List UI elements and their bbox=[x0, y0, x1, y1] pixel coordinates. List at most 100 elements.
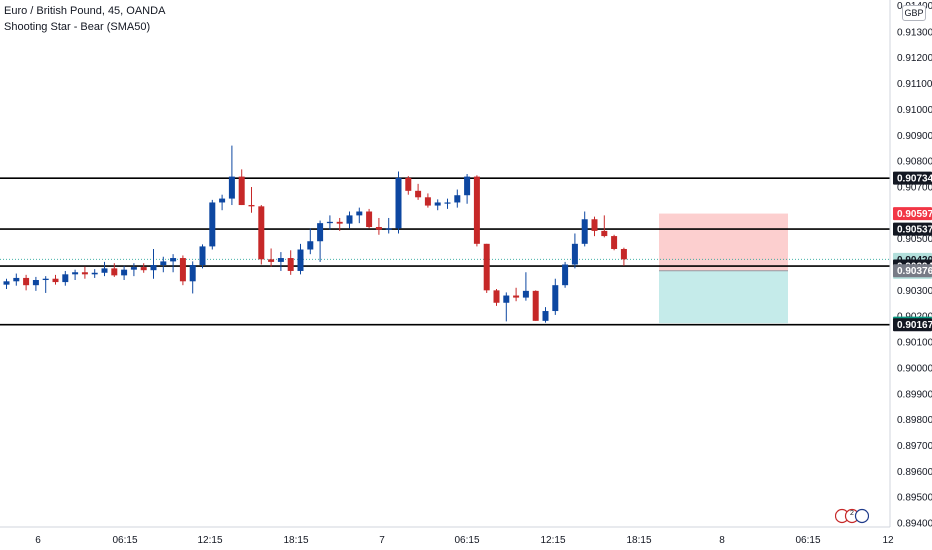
price-tick-label: 0.89600 bbox=[897, 467, 932, 478]
candle bbox=[473, 175, 480, 247]
indicator-label[interactable]: Shooting Star - Bear (SMA50) bbox=[4, 21, 151, 33]
time-tick-label: 18:15 bbox=[283, 535, 308, 546]
time-tick-label: 18:15 bbox=[626, 535, 651, 546]
candle-body bbox=[13, 277, 20, 282]
candle bbox=[415, 183, 422, 200]
candle-body bbox=[42, 278, 49, 281]
candle bbox=[52, 274, 59, 285]
price-tag-0-90376[interactable]: 0.90376 bbox=[893, 264, 932, 278]
candle-body bbox=[444, 202, 451, 204]
candle bbox=[444, 198, 451, 209]
time-tick-label: 12:15 bbox=[197, 535, 222, 546]
candle-body bbox=[464, 176, 471, 196]
time-tick-label: 8 bbox=[719, 535, 725, 546]
candle-body bbox=[121, 269, 128, 276]
price-tick-label: 0.90300 bbox=[897, 286, 932, 297]
horizontal-levels bbox=[0, 177, 890, 326]
candle-body bbox=[101, 268, 108, 273]
price-tick-label: 0.90100 bbox=[897, 338, 932, 349]
candle bbox=[454, 189, 461, 208]
price-tag-label: 0.90376 bbox=[897, 266, 932, 277]
candle bbox=[268, 248, 275, 267]
candle-body bbox=[219, 198, 226, 203]
price-tag-0-90537[interactable]: 0.90537 bbox=[893, 222, 932, 236]
candle bbox=[101, 261, 108, 277]
time-tick-label: 06:15 bbox=[795, 535, 820, 546]
candle bbox=[522, 272, 529, 301]
candle-body bbox=[356, 211, 363, 216]
candle-body bbox=[3, 281, 10, 285]
candle bbox=[179, 255, 186, 286]
candle-body bbox=[277, 258, 284, 262]
chart-title[interactable]: Euro / British Pound, 45, OANDA bbox=[4, 5, 166, 17]
candle-body bbox=[326, 221, 333, 224]
candle-body bbox=[91, 272, 98, 275]
candle bbox=[346, 211, 353, 229]
candle-body bbox=[248, 205, 255, 207]
candle bbox=[571, 233, 578, 269]
candle-body bbox=[415, 190, 422, 198]
take-profit-zone[interactable] bbox=[659, 270, 788, 324]
candle-body bbox=[503, 295, 510, 303]
candle-body bbox=[62, 274, 69, 283]
currency-badge[interactable]: GBP bbox=[902, 5, 926, 21]
candle bbox=[493, 289, 500, 306]
candle bbox=[424, 193, 431, 208]
candle bbox=[591, 216, 598, 237]
candle bbox=[503, 292, 510, 322]
candle bbox=[3, 278, 10, 290]
time-tick-label: 12 bbox=[882, 535, 894, 546]
candle bbox=[620, 247, 627, 266]
candle-body bbox=[268, 259, 275, 262]
tradingview-badge-icon[interactable]: 2 bbox=[835, 507, 869, 525]
price-tag-label: 0.90597 bbox=[897, 209, 932, 220]
candle-body bbox=[366, 211, 373, 228]
candle bbox=[297, 243, 304, 275]
candle bbox=[395, 171, 402, 234]
candle bbox=[72, 269, 79, 281]
badge-count: 2 bbox=[850, 510, 854, 517]
candle-body bbox=[424, 197, 431, 206]
candle-body bbox=[454, 195, 461, 203]
candle-body bbox=[601, 230, 608, 237]
candle-body bbox=[571, 243, 578, 265]
candle-body bbox=[140, 267, 147, 271]
price-tick-label: 0.90800 bbox=[897, 157, 932, 168]
candle bbox=[13, 273, 20, 286]
candle bbox=[199, 244, 206, 269]
candle bbox=[209, 199, 216, 250]
candle-body bbox=[493, 290, 500, 303]
price-tick-label: 0.91100 bbox=[897, 79, 932, 90]
candle-body bbox=[385, 228, 392, 230]
candle-body bbox=[32, 280, 39, 286]
candle-body bbox=[552, 285, 559, 312]
candle-body bbox=[130, 267, 137, 270]
candle-body bbox=[23, 277, 30, 286]
candle-body bbox=[170, 258, 177, 262]
candle-body bbox=[513, 295, 520, 298]
candle-body bbox=[611, 236, 618, 249]
candle bbox=[277, 252, 284, 271]
candle bbox=[611, 234, 618, 251]
price-tag-0-90167[interactable]: 0.90167 bbox=[893, 318, 932, 332]
candle-body bbox=[532, 290, 539, 321]
candle-body bbox=[522, 290, 529, 298]
position-zones bbox=[659, 213, 788, 324]
candle-body bbox=[346, 215, 353, 224]
candle bbox=[542, 307, 549, 323]
candle-body bbox=[52, 278, 59, 283]
price-tag-0-90597[interactable]: 0.90597 bbox=[893, 207, 932, 221]
price-tick-label: 0.90900 bbox=[897, 131, 932, 142]
candle bbox=[336, 217, 343, 231]
price-tag-0-90734[interactable]: 0.90734 bbox=[893, 171, 932, 185]
candle-body bbox=[483, 243, 490, 291]
stop-loss-zone[interactable] bbox=[659, 213, 788, 271]
time-tick-label: 7 bbox=[379, 535, 385, 546]
candle bbox=[434, 199, 441, 211]
price-tick-label: 0.89400 bbox=[897, 519, 932, 530]
candle-body bbox=[395, 177, 402, 229]
price-tick-label: 0.91000 bbox=[897, 105, 932, 116]
price-axis: 0.91300 0.91200 0.91100 0.91000 0.90900 0.908… bbox=[897, 1, 932, 530]
candle-body bbox=[72, 272, 79, 275]
